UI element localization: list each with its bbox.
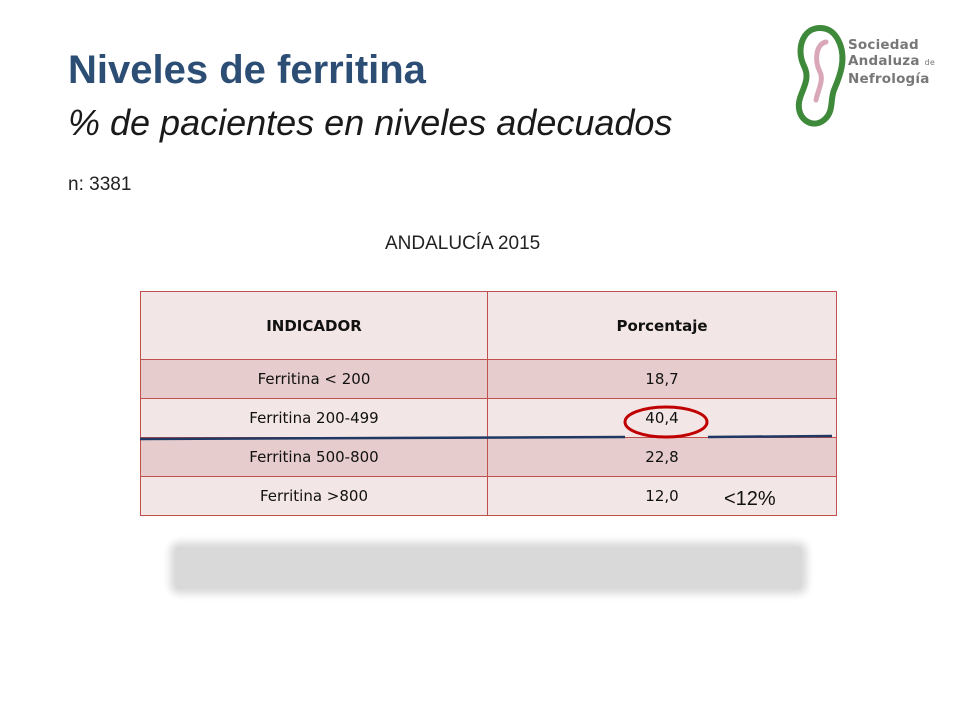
percent-cell: 12,0 xyxy=(487,476,837,516)
logo-line-2: Andaluza de xyxy=(848,53,935,69)
header-indicator: INDICADOR xyxy=(140,291,488,360)
kidney-logo-icon xyxy=(795,24,846,127)
region-year-label: ANDALUCÍA 2015 xyxy=(385,233,541,254)
threshold-note: <12% xyxy=(724,488,776,510)
logo-line-3: Nefrología xyxy=(848,71,930,87)
society-logo: Sociedad Andaluza de Nefrología xyxy=(790,20,950,135)
table-row: Ferritina >800 12,0 xyxy=(140,476,837,516)
indicator-cell: Ferritina 500-800 xyxy=(140,437,488,477)
table-row: Ferritina 200-499 40,4 xyxy=(140,398,837,438)
percent-cell: 22,8 xyxy=(487,437,837,477)
ferritin-table: INDICADOR Porcentaje Ferritina < 200 18,… xyxy=(140,291,837,516)
percent-cell: 18,7 xyxy=(487,359,837,399)
table-row: Ferritina 500-800 22,8 xyxy=(140,437,837,477)
indicator-cell: Ferritina 200-499 xyxy=(140,398,488,438)
table-row: Ferritina < 200 18,7 xyxy=(140,359,837,399)
slide-subtitle: % de pacientes en niveles adecuados xyxy=(68,102,673,143)
slide-title: Niveles de ferritina xyxy=(68,48,426,92)
table-header-row: INDICADOR Porcentaje xyxy=(140,291,837,360)
logo-line-1: Sociedad xyxy=(848,37,919,53)
indicator-cell: Ferritina < 200 xyxy=(140,359,488,399)
logo-text: Sociedad Andaluza de Nefrología xyxy=(848,37,935,87)
indicator-cell: Ferritina >800 xyxy=(140,476,488,516)
percent-cell: 40,4 xyxy=(487,398,837,438)
sample-size-label: n: 3381 xyxy=(68,174,132,195)
header-percentage: Porcentaje xyxy=(487,291,837,360)
blurred-footer-box xyxy=(175,547,802,589)
